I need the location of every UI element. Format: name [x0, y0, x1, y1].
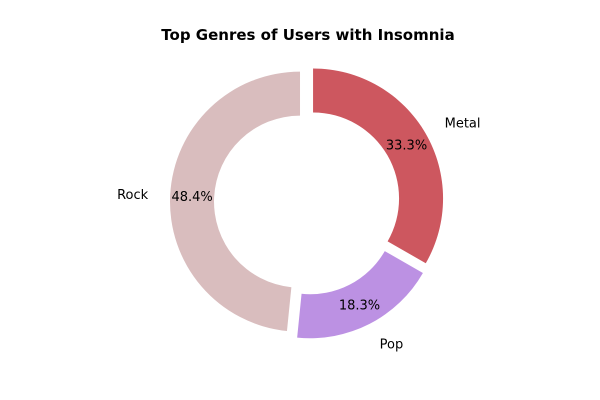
- slice-pop: [297, 251, 423, 339]
- pct-label-pop: 18.3%: [339, 298, 380, 313]
- slice-label-metal: Metal: [445, 116, 481, 131]
- chart-title: Top Genres of Users with Insomnia: [161, 26, 454, 44]
- slice-labels: 33.3% Metal 18.3% Pop 48.4% Rock: [117, 116, 480, 352]
- pct-label-metal: 33.3%: [386, 138, 427, 153]
- slice-label-pop: Pop: [380, 337, 404, 352]
- slice-label-rock: Rock: [117, 188, 149, 203]
- slice-metal: [313, 68, 444, 264]
- pct-label-rock: 48.4%: [171, 190, 212, 205]
- slices: [170, 68, 444, 339]
- slice-rock: [170, 71, 301, 331]
